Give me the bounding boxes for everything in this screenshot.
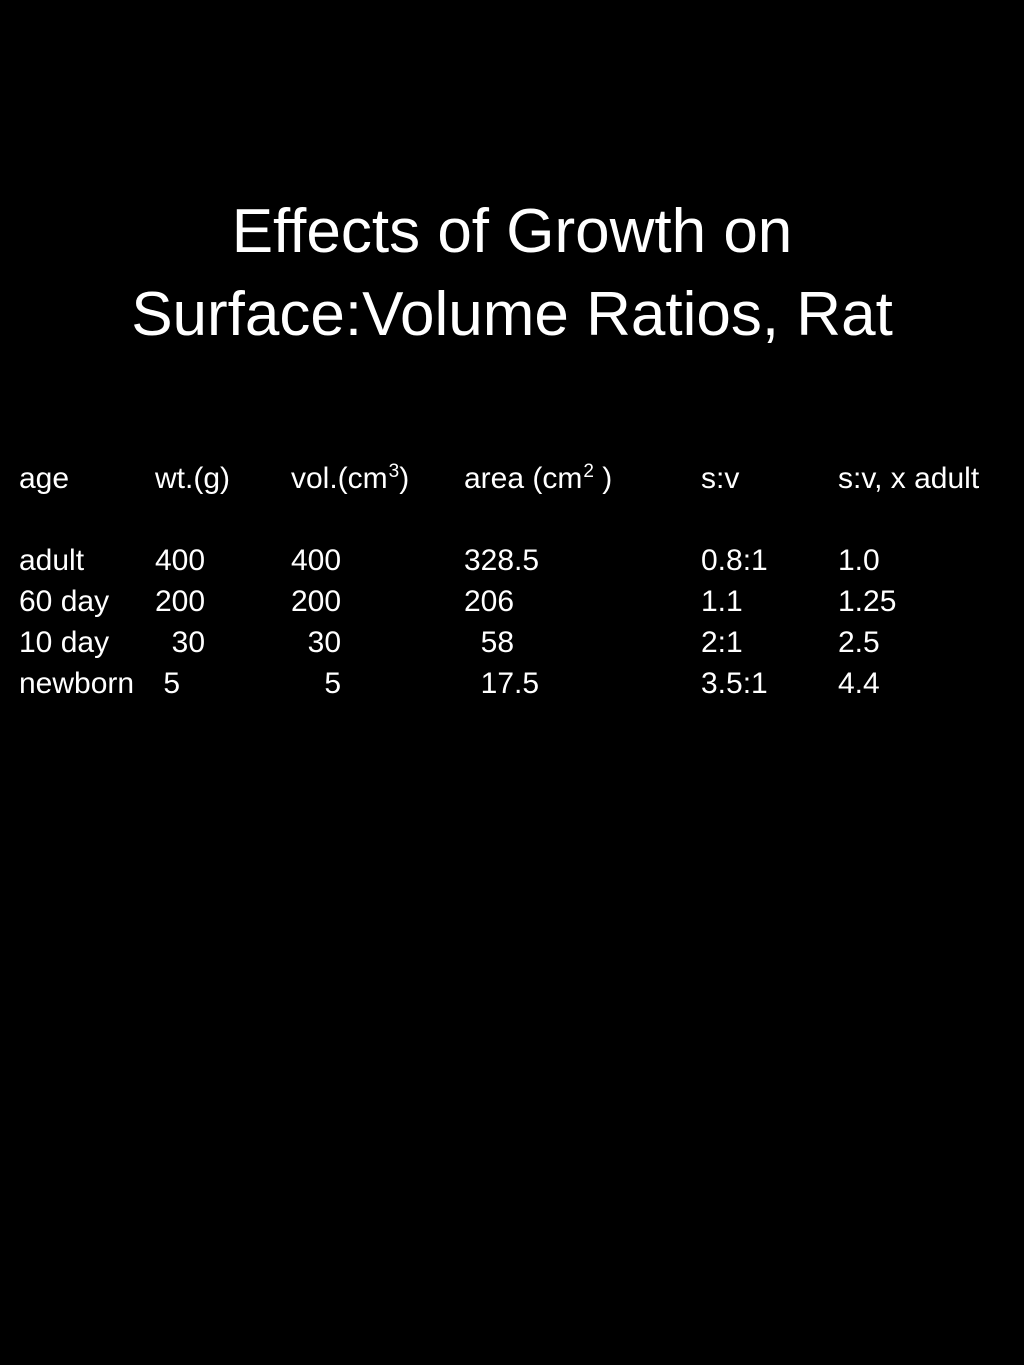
row-area: 206 [464, 585, 515, 618]
row-volume: 200 [291, 585, 342, 618]
row-area: 58 [464, 626, 515, 659]
row-age: 10 day [19, 626, 110, 659]
row-volume: 30 [291, 626, 342, 659]
row-volume: 5 [291, 667, 342, 700]
row-sv-adult: 2.5 [838, 626, 880, 659]
row-age: adult [19, 544, 85, 577]
header-area-label: area (cm [464, 462, 583, 495]
row-weight: 30 [155, 626, 206, 659]
header-area-exponent: 2 [583, 461, 594, 482]
header-sv: s:v [701, 462, 740, 495]
header-area: area (cm2 ) [464, 461, 612, 501]
row-sv-adult: 1.25 [838, 585, 897, 618]
row-sv: 2:1 [701, 626, 743, 659]
row-sv: 0.8:1 [701, 544, 768, 577]
row-age: newborn [19, 667, 135, 700]
growth-data-table: age wt.(g) vol.(cm3) area (cm2 ) s:v s:v… [19, 461, 980, 700]
header-area-close: ) [593, 462, 613, 495]
row-area: 17.5 [464, 667, 540, 700]
header-sv-adult: s:v, x adult [838, 462, 980, 495]
slide-title: Effects of Growth on Surface:Volume Rati… [0, 190, 1024, 356]
header-volume: vol.(cm3) [291, 461, 409, 501]
row-weight: 200 [155, 585, 206, 618]
row-sv-adult: 1.0 [838, 544, 880, 577]
slide-title-line-2: Surface:Volume Ratios, Rat [131, 280, 893, 349]
row-age: 60 day [19, 585, 110, 618]
header-age: age [19, 462, 70, 495]
row-weight: 5 [155, 667, 181, 700]
row-weight: 400 [155, 544, 206, 577]
slide-title-line-1: Effects of Growth on [231, 197, 793, 266]
header-volume-close: ) [399, 462, 410, 495]
row-sv-adult: 4.4 [838, 667, 880, 700]
header-weight: wt.(g) [155, 462, 230, 495]
row-volume: 400 [291, 544, 342, 577]
row-sv: 1.1 [701, 585, 743, 618]
row-area: 328.5 [464, 544, 540, 577]
header-volume-exponent: 3 [388, 461, 400, 482]
row-sv: 3.5:1 [701, 667, 768, 700]
header-volume-label: vol.(cm [291, 462, 388, 495]
